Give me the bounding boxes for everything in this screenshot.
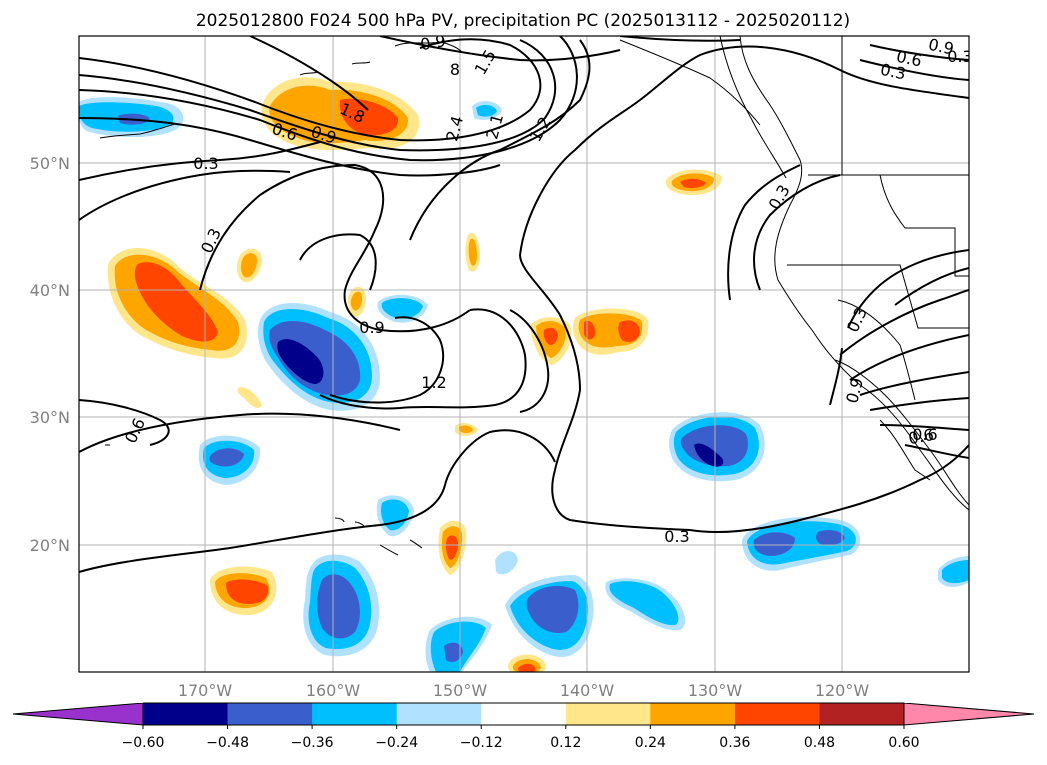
lon-label: 130°W <box>688 681 743 700</box>
colorbar-segment <box>227 703 313 725</box>
colorbar-outline <box>12 702 1035 726</box>
colorbar-tick-label: −0.12 <box>460 735 503 751</box>
lon-label: 140°W <box>560 681 615 700</box>
colorbar-tick-label: 0.12 <box>550 735 581 751</box>
contour-label: 0.9 <box>927 35 956 59</box>
colorbar-tick-label: −0.48 <box>206 735 249 751</box>
lat-label: 50°N <box>30 154 70 173</box>
colorbar-segment <box>734 703 820 725</box>
contour-label: 0.3 <box>879 60 908 84</box>
colorbar-segment <box>565 703 651 725</box>
colorbar-segment <box>481 703 567 725</box>
colorbar-segment <box>396 703 482 725</box>
contour-label: 0.9 <box>419 31 447 54</box>
colorbar-tick-label: −0.36 <box>291 735 334 751</box>
colorbar-tick-label: −0.24 <box>375 735 418 751</box>
colorbar: −0.60 −0.48 −0.36 −0.24 −0.12 0.12 0.24 0.36 0.4… <box>12 702 1035 751</box>
lon-label: 120°W <box>815 681 870 700</box>
contour-label: 0.3 <box>664 527 689 546</box>
colorbar-tick-label: 0.60 <box>888 735 919 751</box>
contour-label: 0.3 <box>193 154 218 173</box>
colorbar-extend-high <box>904 703 1034 725</box>
contour-label: 0.6 <box>895 47 924 71</box>
contour-label: 0.9 <box>359 318 384 337</box>
lon-label: 160°W <box>306 681 361 700</box>
lat-label: 40°N <box>30 281 70 300</box>
lat-label: 30°N <box>30 408 70 427</box>
contour-label: 8 <box>450 60 460 79</box>
map-frame <box>78 35 970 673</box>
colorbar-segment <box>143 703 229 725</box>
contour-label: 1.2 <box>421 373 446 392</box>
lat-label: 20°N <box>30 536 70 555</box>
contour-label: 0.3 <box>947 47 972 66</box>
contour-label: 0.6 <box>907 425 935 448</box>
colorbar-tick-label: 0.36 <box>719 735 750 751</box>
map-title: 2025012800 F024 500 hPa PV, precipitatio… <box>196 11 850 31</box>
map-area: 0.3 0.6 0.9 1.2 1.5 1.8 2.1 2.4 0.3 0.3 … <box>79 31 972 672</box>
colorbar-segment <box>650 703 736 725</box>
colorbar-ticks: −0.60 −0.48 −0.36 −0.24 −0.12 0.12 0.24 0.36 0.4… <box>122 725 920 751</box>
colorbar-segment <box>819 703 905 725</box>
lon-label: 150°W <box>433 681 488 700</box>
colorbar-tick-label: −0.60 <box>122 735 165 751</box>
contour-label: 0.6 <box>912 425 937 444</box>
colorbar-tick-label: 0.48 <box>804 735 835 751</box>
colorbar-tick-label: 0.24 <box>635 735 666 751</box>
colorbar-extend-low <box>13 703 143 725</box>
colorbar-segment <box>312 703 398 725</box>
pv-contours <box>79 36 969 573</box>
colorbar-segments <box>13 703 1034 725</box>
lat-labels: 50°N 40°N 30°N 20°N <box>30 154 70 555</box>
lon-label: 170°W <box>178 681 233 700</box>
precip-negative-anomalies <box>79 97 969 672</box>
lon-labels: 170°W 160°W 150°W 140°W 130°W 120°W <box>178 681 870 700</box>
precip-positive-anomalies <box>107 77 722 672</box>
